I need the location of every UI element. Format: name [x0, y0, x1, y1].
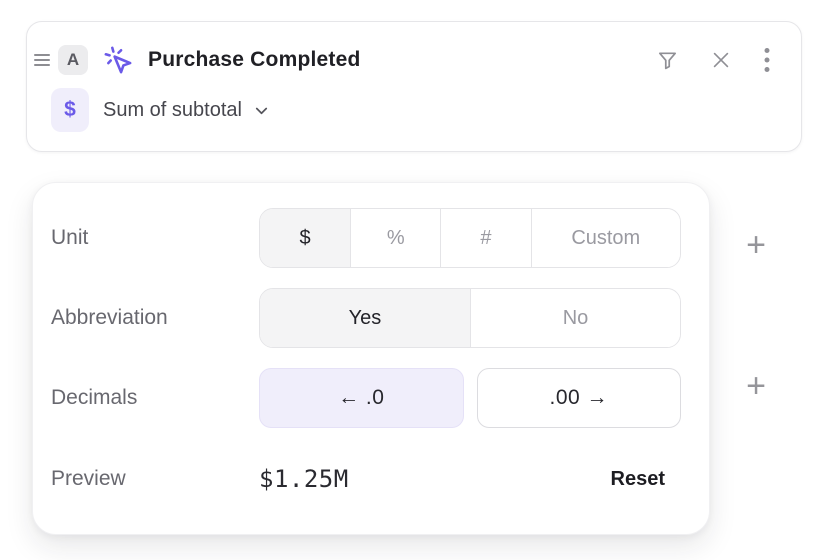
event-group-badge: A: [58, 45, 88, 75]
preview-value: $1.25M: [259, 465, 349, 493]
kebab-menu-icon[interactable]: [763, 47, 771, 73]
funnel-icon[interactable]: [656, 49, 679, 72]
unit-row: Unit $ % # Custom: [33, 208, 709, 268]
event-card-header: A Purchase Completed: [34, 43, 771, 77]
unit-option-custom[interactable]: Custom: [530, 209, 680, 267]
chevron-down-icon: [252, 101, 271, 120]
add-metric-button-top[interactable]: +: [739, 228, 773, 262]
abbreviation-label: Abbreviation: [51, 306, 168, 329]
drag-handle-icon[interactable]: [34, 54, 50, 66]
decimals-decrease-button[interactable]: ← .0: [259, 368, 464, 428]
event-card: A Purchase Completed: [26, 21, 802, 152]
close-icon[interactable]: [710, 49, 732, 71]
add-metric-button-bottom[interactable]: +: [739, 369, 773, 403]
abbreviation-option-yes[interactable]: Yes: [260, 289, 470, 347]
abbreviation-option-no[interactable]: No: [470, 289, 680, 347]
unit-option-percent[interactable]: %: [350, 209, 441, 267]
format-panel: Unit $ % # Custom Abbreviation Yes No De…: [32, 182, 710, 535]
preview-row: Preview $1.25M Reset: [33, 458, 709, 500]
dollar-icon: $: [51, 88, 89, 132]
preview-label: Preview: [51, 467, 126, 490]
unit-option-dollar[interactable]: $: [260, 209, 351, 267]
unit-label: Unit: [51, 226, 89, 249]
event-title[interactable]: Purchase Completed: [148, 48, 361, 71]
decimals-increase-button[interactable]: .00 →: [476, 368, 681, 428]
abbreviation-segmented-control: Yes No: [259, 288, 681, 348]
decimals-row: Decimals ← .0 .00 →: [33, 368, 709, 428]
unit-segmented-control: $ % # Custom: [259, 208, 681, 268]
decimals-label: Decimals: [51, 386, 138, 409]
abbreviation-row: Abbreviation Yes No: [33, 288, 709, 348]
metric-label: Sum of subtotal: [103, 98, 242, 121]
cursor-click-icon: [103, 45, 134, 76]
metric-selector[interactable]: Sum of subtotal: [103, 99, 271, 122]
reset-button[interactable]: Reset: [610, 467, 665, 490]
unit-option-number[interactable]: #: [440, 209, 531, 267]
metric-row: $ Sum of subtotal: [51, 88, 801, 132]
